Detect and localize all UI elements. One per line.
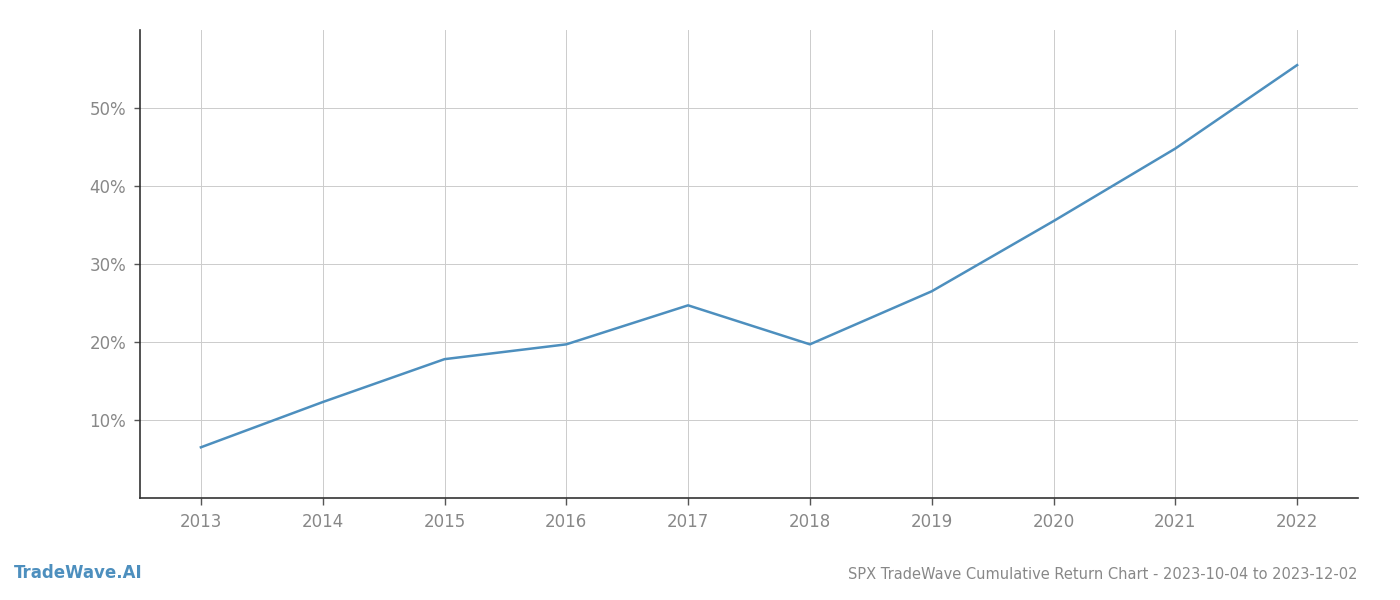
Text: SPX TradeWave Cumulative Return Chart - 2023-10-04 to 2023-12-02: SPX TradeWave Cumulative Return Chart - … [848, 567, 1358, 582]
Text: TradeWave.AI: TradeWave.AI [14, 564, 143, 582]
